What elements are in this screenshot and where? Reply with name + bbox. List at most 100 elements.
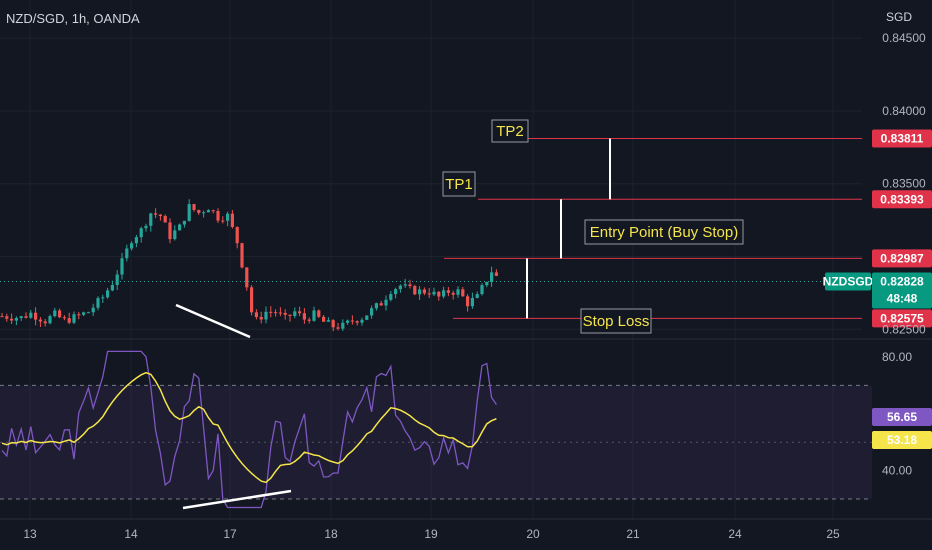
candle-body xyxy=(53,310,57,317)
time-tick: 24 xyxy=(728,527,742,541)
candle-body xyxy=(82,312,86,315)
candle-body xyxy=(206,210,210,213)
candle-body xyxy=(86,312,90,314)
candle-body xyxy=(446,290,450,293)
candle-body xyxy=(293,311,297,316)
time-tick: 18 xyxy=(324,527,338,541)
candle-body xyxy=(331,320,335,328)
time-tick: 17 xyxy=(223,527,237,541)
time-tick: 21 xyxy=(626,527,640,541)
price-badge xyxy=(872,129,932,148)
candle-body xyxy=(365,315,369,320)
candle-body xyxy=(154,213,158,215)
candle-body xyxy=(480,285,484,295)
candle-body xyxy=(374,303,378,309)
candle-body xyxy=(34,312,38,320)
price-axis: 0.83811 0.83393 0.82987 0.82575 NZDSGD 0.8282… xyxy=(0,31,932,541)
candle-body xyxy=(418,289,422,295)
candle-body xyxy=(221,220,225,222)
candle-body xyxy=(283,312,287,315)
candle-body xyxy=(235,226,239,244)
level-label-box xyxy=(442,171,476,197)
candle-body xyxy=(259,316,263,320)
rsi-ma-badge xyxy=(872,431,932,449)
candle-body xyxy=(346,320,350,323)
candle-body xyxy=(110,284,114,291)
rsi-ma-label: 53.18 xyxy=(887,433,917,447)
candle-body xyxy=(403,284,407,286)
candle-body xyxy=(466,296,470,307)
candle-body xyxy=(178,224,182,231)
candles xyxy=(0,199,862,339)
symbol-title[interactable]: NZD/SGD, 1h, OANDA xyxy=(6,11,140,26)
candle-body xyxy=(134,237,138,244)
candle-body xyxy=(398,285,402,290)
rsi-value-label: 56.65 xyxy=(887,410,917,424)
time-tick: 14 xyxy=(124,527,138,541)
candle-body xyxy=(5,316,9,319)
candle-body xyxy=(120,258,124,275)
time-tick: 20 xyxy=(526,527,540,541)
rsi-value-badge xyxy=(872,408,932,426)
candle-body xyxy=(370,308,374,316)
price-badge-label: 0.83811 xyxy=(881,131,924,145)
candle-body xyxy=(278,312,282,314)
candle-body xyxy=(211,210,215,212)
candle-body xyxy=(106,290,110,298)
candle-body xyxy=(394,289,398,295)
candle-body xyxy=(288,314,292,316)
candle-body xyxy=(302,313,306,320)
candle-body xyxy=(269,311,273,313)
candle-body xyxy=(360,319,364,323)
candle-body xyxy=(494,272,498,276)
rsi-ma-line xyxy=(1,371,497,484)
candle-body xyxy=(384,299,388,306)
candle-body xyxy=(485,282,489,286)
time-tick: 13 xyxy=(23,527,37,541)
candle-body xyxy=(158,214,162,217)
candle-body xyxy=(192,204,196,210)
candle-body xyxy=(216,211,220,221)
price-tick: 0.84000 xyxy=(882,104,926,118)
candle-body xyxy=(77,314,81,316)
candle-body xyxy=(139,228,143,238)
level-label: Entry Point (Buy Stop) xyxy=(590,224,738,241)
candle-body xyxy=(470,297,474,307)
candle-body xyxy=(317,310,321,317)
rsi-tick: 80.00 xyxy=(882,350,912,364)
symbol-badge-label: NZDSGD xyxy=(823,275,874,289)
candle-body xyxy=(43,321,47,324)
candle-body xyxy=(168,222,172,240)
candle-body xyxy=(58,310,62,318)
candle-body xyxy=(173,230,177,240)
candle-body xyxy=(163,216,167,223)
candle-body xyxy=(408,284,412,287)
candle-body xyxy=(187,204,191,221)
price-tick: 0.82500 xyxy=(882,322,926,336)
candle-body xyxy=(413,286,417,295)
candle-body xyxy=(350,320,354,322)
candle-body xyxy=(0,316,4,318)
candle-body xyxy=(451,292,455,295)
candle-body xyxy=(355,321,359,323)
candle-body xyxy=(14,318,18,321)
candle-body xyxy=(427,293,431,295)
current-price-badge xyxy=(872,272,932,309)
candle-body xyxy=(101,297,105,299)
level-label: TP2 xyxy=(496,123,524,140)
candle-body xyxy=(240,243,244,268)
candle-body xyxy=(490,272,494,283)
candle-body xyxy=(379,303,383,306)
time-tick: 19 xyxy=(424,527,438,541)
candle-body xyxy=(38,319,42,322)
candle-body xyxy=(230,213,234,227)
level-label: TP1 xyxy=(445,176,473,193)
grid xyxy=(0,0,932,520)
candle-body xyxy=(475,294,479,298)
candle-body xyxy=(341,322,345,329)
price-badge-label: 0.82987 xyxy=(880,251,924,265)
candle-body xyxy=(432,291,436,295)
level-label-box xyxy=(491,119,529,143)
rsi-band xyxy=(0,385,872,499)
